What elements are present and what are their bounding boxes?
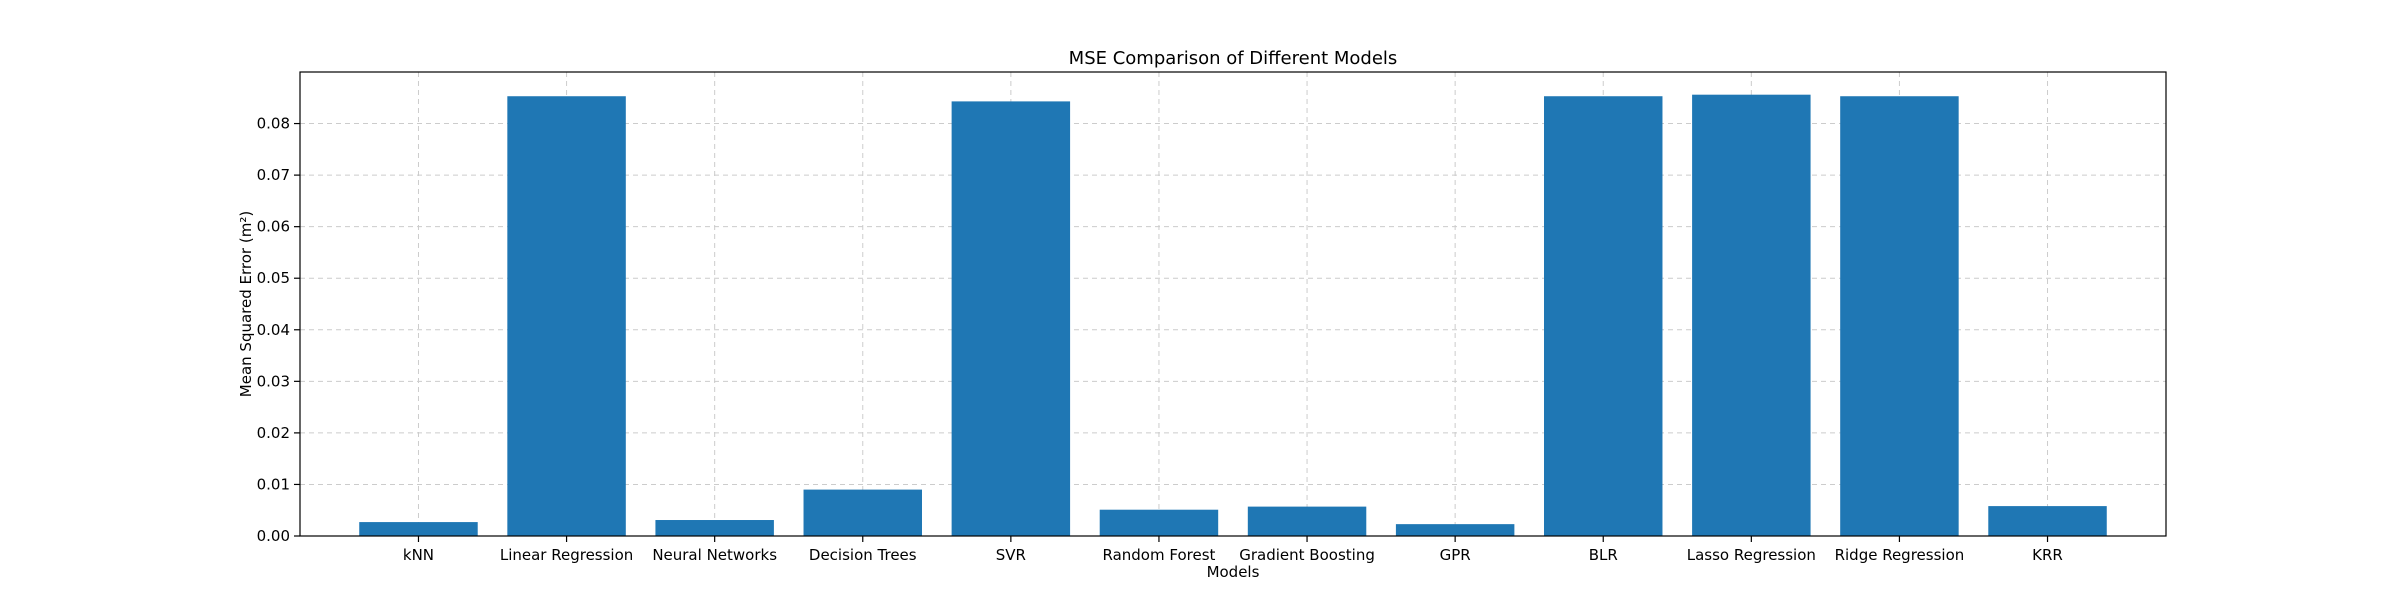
x-tick-label: Ridge Regression — [1835, 546, 1965, 564]
y-tick-label: 0.07 — [257, 166, 290, 184]
bar-lasso-regression — [1692, 94, 1811, 536]
x-axis-title: Models — [1207, 563, 1260, 581]
bars-layer — [359, 94, 2107, 537]
y-tick-label: 0.02 — [257, 424, 290, 442]
bar-decision-trees — [803, 489, 922, 536]
x-tick-label: BLR — [1589, 546, 1618, 564]
ticks-layer: 0.00 0.01 0.02 0.03 0.04 0.05 0.06 0.07 0.08 kNN L… — [257, 115, 2063, 564]
x-tick-label: KRR — [2032, 546, 2063, 564]
y-tick-label: 0.06 — [257, 218, 290, 236]
y-tick-label: 0.05 — [257, 269, 290, 287]
x-tick-label: Random Forest — [1102, 546, 1215, 564]
bar-gradient-boosting — [1247, 506, 1367, 536]
x-tick-label: Gradient Boosting — [1239, 546, 1375, 564]
y-tick-label: 0.01 — [257, 475, 290, 493]
x-tick-label: Linear Regression — [500, 546, 633, 564]
bar-knn — [359, 522, 478, 536]
bar-random-forest — [1099, 509, 1219, 536]
bar-krr — [1988, 506, 2107, 536]
x-tick-label: GPR — [1440, 546, 1471, 564]
bar-ridge-regression — [1840, 96, 1959, 536]
y-tick-label: 0.04 — [257, 321, 290, 339]
y-tick-label: 0.03 — [257, 372, 290, 390]
bar-blr — [1544, 96, 1663, 536]
x-tick-label: kNN — [403, 546, 434, 564]
y-tick-label: 0.08 — [257, 115, 290, 133]
x-tick-label: Lasso Regression — [1687, 546, 1816, 564]
x-tick-label: SVR — [996, 546, 1026, 564]
bar-svr — [951, 101, 1071, 537]
x-tick-label: Neural Networks — [652, 546, 777, 564]
y-tick-label: 0.00 — [257, 527, 290, 545]
bar-gpr — [1395, 524, 1515, 536]
chart-title: MSE Comparison of Different Models — [1069, 48, 1398, 69]
bar-linear-regression — [507, 96, 626, 536]
y-axis-title: Mean Squared Error (m²) — [237, 211, 255, 397]
plot-frame — [299, 71, 2167, 537]
x-tick-label: Decision Trees — [809, 546, 917, 564]
bar-neural-networks — [655, 520, 774, 536]
